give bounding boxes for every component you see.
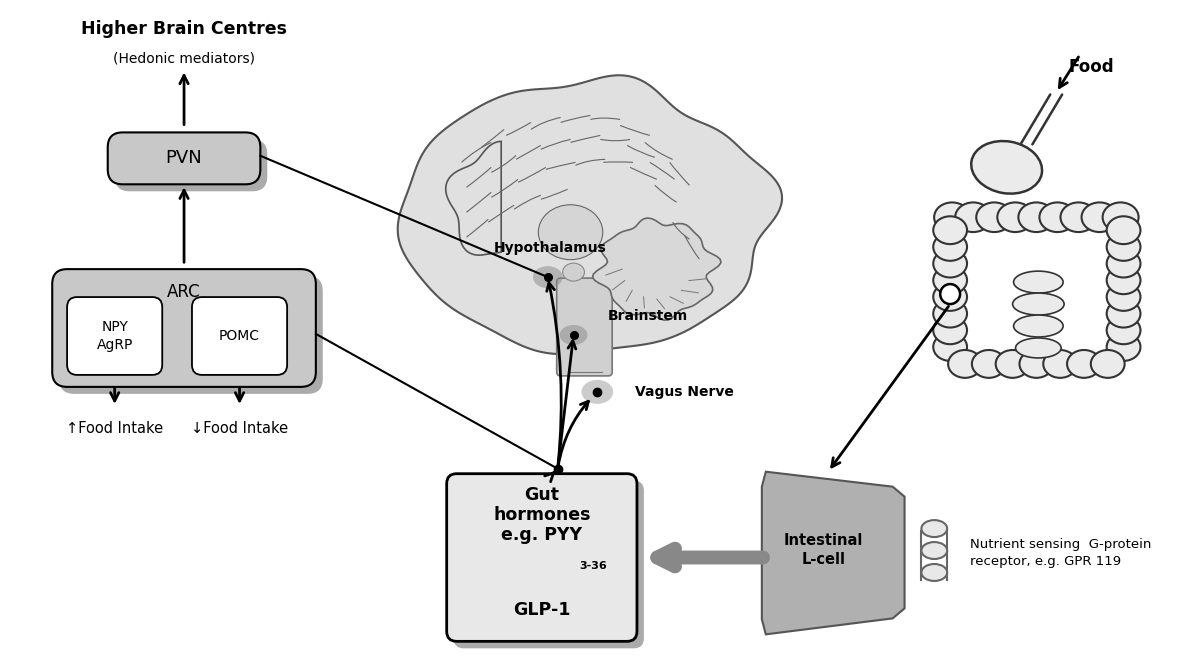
- FancyBboxPatch shape: [446, 474, 637, 641]
- Ellipse shape: [1106, 283, 1140, 311]
- Ellipse shape: [1106, 250, 1140, 277]
- Ellipse shape: [922, 564, 947, 581]
- FancyBboxPatch shape: [454, 481, 644, 648]
- Text: Nutrient sensing  G-protein
receptor, e.g. GPR 119: Nutrient sensing G-protein receptor, e.g…: [970, 537, 1151, 568]
- Ellipse shape: [1091, 350, 1124, 378]
- Ellipse shape: [1014, 271, 1063, 293]
- Ellipse shape: [1106, 317, 1140, 344]
- Ellipse shape: [934, 317, 967, 344]
- Ellipse shape: [1106, 333, 1140, 361]
- FancyBboxPatch shape: [59, 276, 323, 394]
- FancyBboxPatch shape: [53, 269, 316, 387]
- FancyBboxPatch shape: [108, 133, 260, 185]
- Ellipse shape: [1067, 350, 1100, 378]
- Ellipse shape: [1106, 300, 1140, 328]
- Ellipse shape: [1043, 350, 1078, 378]
- Text: Gut
hormones
e.g. PYY: Gut hormones e.g. PYY: [493, 486, 590, 544]
- Text: ↑Food Intake: ↑Food Intake: [66, 420, 163, 436]
- Ellipse shape: [1019, 202, 1055, 232]
- Polygon shape: [445, 141, 502, 255]
- Ellipse shape: [1014, 315, 1063, 337]
- FancyBboxPatch shape: [115, 139, 268, 191]
- Text: GLP-1: GLP-1: [514, 601, 570, 620]
- Polygon shape: [397, 76, 782, 354]
- Text: PVN: PVN: [166, 149, 203, 168]
- Text: Vagus Nerve: Vagus Nerve: [635, 385, 734, 399]
- Ellipse shape: [1015, 338, 1061, 358]
- Text: Brainstem: Brainstem: [608, 309, 689, 323]
- Ellipse shape: [1013, 293, 1064, 315]
- FancyBboxPatch shape: [67, 297, 162, 375]
- Ellipse shape: [934, 300, 967, 328]
- Ellipse shape: [977, 202, 1013, 232]
- Ellipse shape: [922, 520, 947, 537]
- Text: Intestinal
L-cell: Intestinal L-cell: [784, 533, 863, 567]
- Ellipse shape: [1039, 202, 1075, 232]
- Ellipse shape: [996, 350, 1030, 378]
- Ellipse shape: [582, 380, 613, 404]
- Ellipse shape: [934, 333, 967, 361]
- Ellipse shape: [539, 205, 602, 260]
- Ellipse shape: [1106, 216, 1140, 244]
- Text: Hypothalamus: Hypothalamus: [493, 241, 606, 255]
- Text: (Hedonic mediators): (Hedonic mediators): [113, 52, 256, 66]
- FancyBboxPatch shape: [557, 278, 612, 376]
- Ellipse shape: [1081, 202, 1117, 232]
- Ellipse shape: [1106, 233, 1140, 261]
- FancyBboxPatch shape: [192, 297, 287, 375]
- Text: Higher Brain Centres: Higher Brain Centres: [82, 20, 287, 37]
- Ellipse shape: [948, 350, 982, 378]
- Ellipse shape: [1103, 202, 1139, 232]
- Ellipse shape: [934, 283, 967, 311]
- Ellipse shape: [563, 263, 584, 281]
- Ellipse shape: [971, 141, 1042, 194]
- Circle shape: [941, 284, 960, 304]
- Ellipse shape: [934, 233, 967, 261]
- Ellipse shape: [533, 266, 563, 288]
- Text: 3-36: 3-36: [580, 560, 607, 570]
- Ellipse shape: [934, 266, 967, 294]
- Text: NPY
AgRP: NPY AgRP: [96, 321, 133, 351]
- Ellipse shape: [1061, 202, 1097, 232]
- Text: Food: Food: [1068, 58, 1114, 76]
- Polygon shape: [593, 218, 721, 320]
- Text: POMC: POMC: [220, 329, 260, 343]
- Ellipse shape: [1020, 350, 1054, 378]
- Ellipse shape: [922, 542, 947, 559]
- Ellipse shape: [934, 216, 967, 244]
- Polygon shape: [762, 472, 905, 635]
- Ellipse shape: [955, 202, 991, 232]
- Ellipse shape: [997, 202, 1033, 232]
- Ellipse shape: [972, 350, 1006, 378]
- Ellipse shape: [934, 250, 967, 277]
- Text: ARC: ARC: [167, 283, 200, 301]
- Ellipse shape: [934, 202, 970, 232]
- Ellipse shape: [1106, 266, 1140, 294]
- Ellipse shape: [559, 325, 588, 345]
- Text: ↓Food Intake: ↓Food Intake: [191, 420, 288, 436]
